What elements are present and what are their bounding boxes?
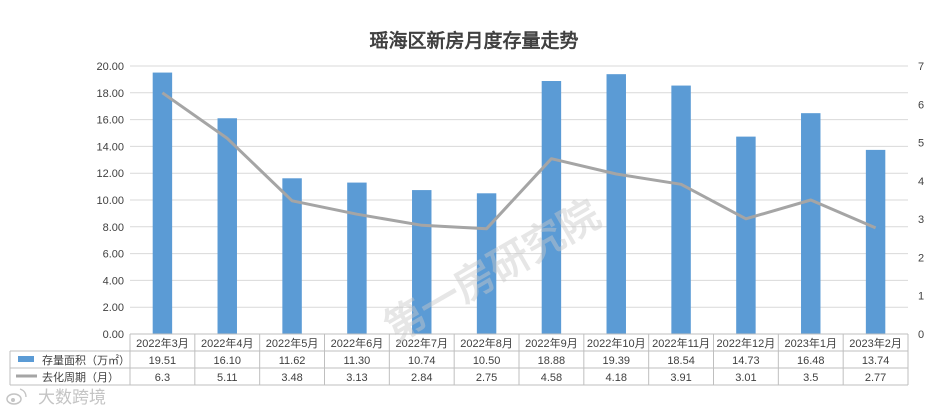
bar	[217, 118, 237, 334]
y-left-tick-label: 8.00	[103, 222, 124, 234]
y-left-tick-label: 12.00	[96, 168, 124, 180]
category-label: 2022年9月	[525, 336, 578, 350]
category-label: 2022年3月	[136, 336, 189, 350]
legend-label: 存量面积（万㎡）	[42, 353, 130, 367]
data-cell: 3.13	[346, 372, 367, 384]
y-right-tick-label: 1	[918, 291, 924, 303]
data-cell: 3.01	[735, 372, 756, 384]
data-cell: 3.48	[281, 372, 302, 384]
data-cell: 11.62	[279, 355, 306, 367]
data-cell: 16.48	[797, 355, 825, 367]
data-cell: 18.88	[538, 355, 566, 367]
y-left-tick-label: 4.00	[103, 275, 124, 287]
data-cell: 3.91	[670, 372, 691, 384]
y-left-tick-label: 2.00	[103, 302, 124, 314]
data-cell: 5.11	[217, 372, 238, 384]
y-left-tick-label: 10.00	[96, 195, 124, 207]
data-cell: 3.5	[803, 372, 818, 384]
category-label: 2022年12月	[717, 336, 776, 350]
category-label: 2022年8月	[460, 336, 513, 350]
weibo-style-icon	[6, 388, 27, 405]
y-left-tick-label: 18.00	[96, 88, 124, 100]
legend-swatch-bar	[18, 356, 34, 362]
data-cell: 10.74	[408, 355, 436, 367]
category-label: 2022年5月	[266, 336, 319, 350]
y-right-tick-label: 6	[918, 99, 924, 111]
bar	[865, 149, 886, 334]
bar	[801, 113, 821, 334]
logo: 大数跨境	[6, 388, 106, 407]
data-cell: 13.74	[862, 355, 890, 367]
data-cell: 18.54	[667, 355, 695, 367]
y-right-tick-label: 3	[918, 214, 924, 226]
bar	[606, 74, 626, 334]
data-cell: 10.50	[473, 355, 501, 367]
data-cell: 2.84	[411, 372, 432, 384]
data-cell: 19.51	[149, 355, 177, 367]
data-cell: 2.75	[476, 372, 497, 384]
y-right-tick-label: 4	[918, 176, 924, 188]
data-cell: 11.30	[344, 355, 371, 367]
y-right-tick-label: 2	[918, 252, 924, 264]
category-label: 2022年10月	[587, 336, 646, 350]
y-right-tick-label: 5	[918, 138, 924, 150]
category-label: 2022年7月	[395, 336, 448, 350]
category-label: 2022年11月	[652, 336, 710, 350]
y-left-tick-label: 14.00	[96, 141, 124, 153]
category-label: 2022年4月	[201, 336, 254, 350]
category-label: 2023年1月	[784, 336, 837, 350]
category-label: 2023年2月	[849, 336, 902, 350]
bar-series	[152, 72, 886, 335]
data-cell: 14.73	[732, 355, 760, 367]
axes: 0.00 2.00 4.00 6.00 8.00 10.00 12.00 14.00 16.00…	[96, 61, 924, 341]
data-cell: 19.39	[602, 355, 630, 367]
logo-text: 大数跨境	[38, 388, 106, 407]
y-left-tick-label: 20.00	[96, 61, 124, 73]
bar	[347, 182, 367, 334]
bar	[282, 178, 302, 334]
y-left-tick-label: 16.00	[96, 115, 124, 127]
bar	[736, 136, 756, 334]
line-series	[161, 91, 877, 231]
category-label: 2022年6月	[331, 336, 384, 350]
line-path	[161, 91, 877, 231]
data-cell: 4.18	[606, 372, 627, 384]
y-right-tick-label: 0	[918, 329, 924, 341]
bar	[541, 81, 562, 335]
bar	[152, 72, 173, 334]
gridlines	[130, 65, 908, 308]
y-right-tick-label: 7	[918, 61, 924, 73]
legend-label: 去化周期（月）	[42, 370, 119, 384]
data-cell: 4.58	[541, 372, 562, 384]
chart-title: 瑶海区新房月度存量走势	[369, 29, 578, 52]
data-cell: 6.3	[155, 372, 170, 384]
data-table: 2022年3月 2022年4月 2022年5月 2022年6月 2022年7月 2022年…	[9, 333, 909, 386]
bar	[671, 85, 691, 335]
data-cell: 2.77	[865, 372, 886, 384]
data-cell: 16.10	[213, 355, 241, 367]
y-left-tick-label: 0.00	[103, 329, 124, 341]
y-left-tick-label: 6.00	[103, 249, 124, 261]
